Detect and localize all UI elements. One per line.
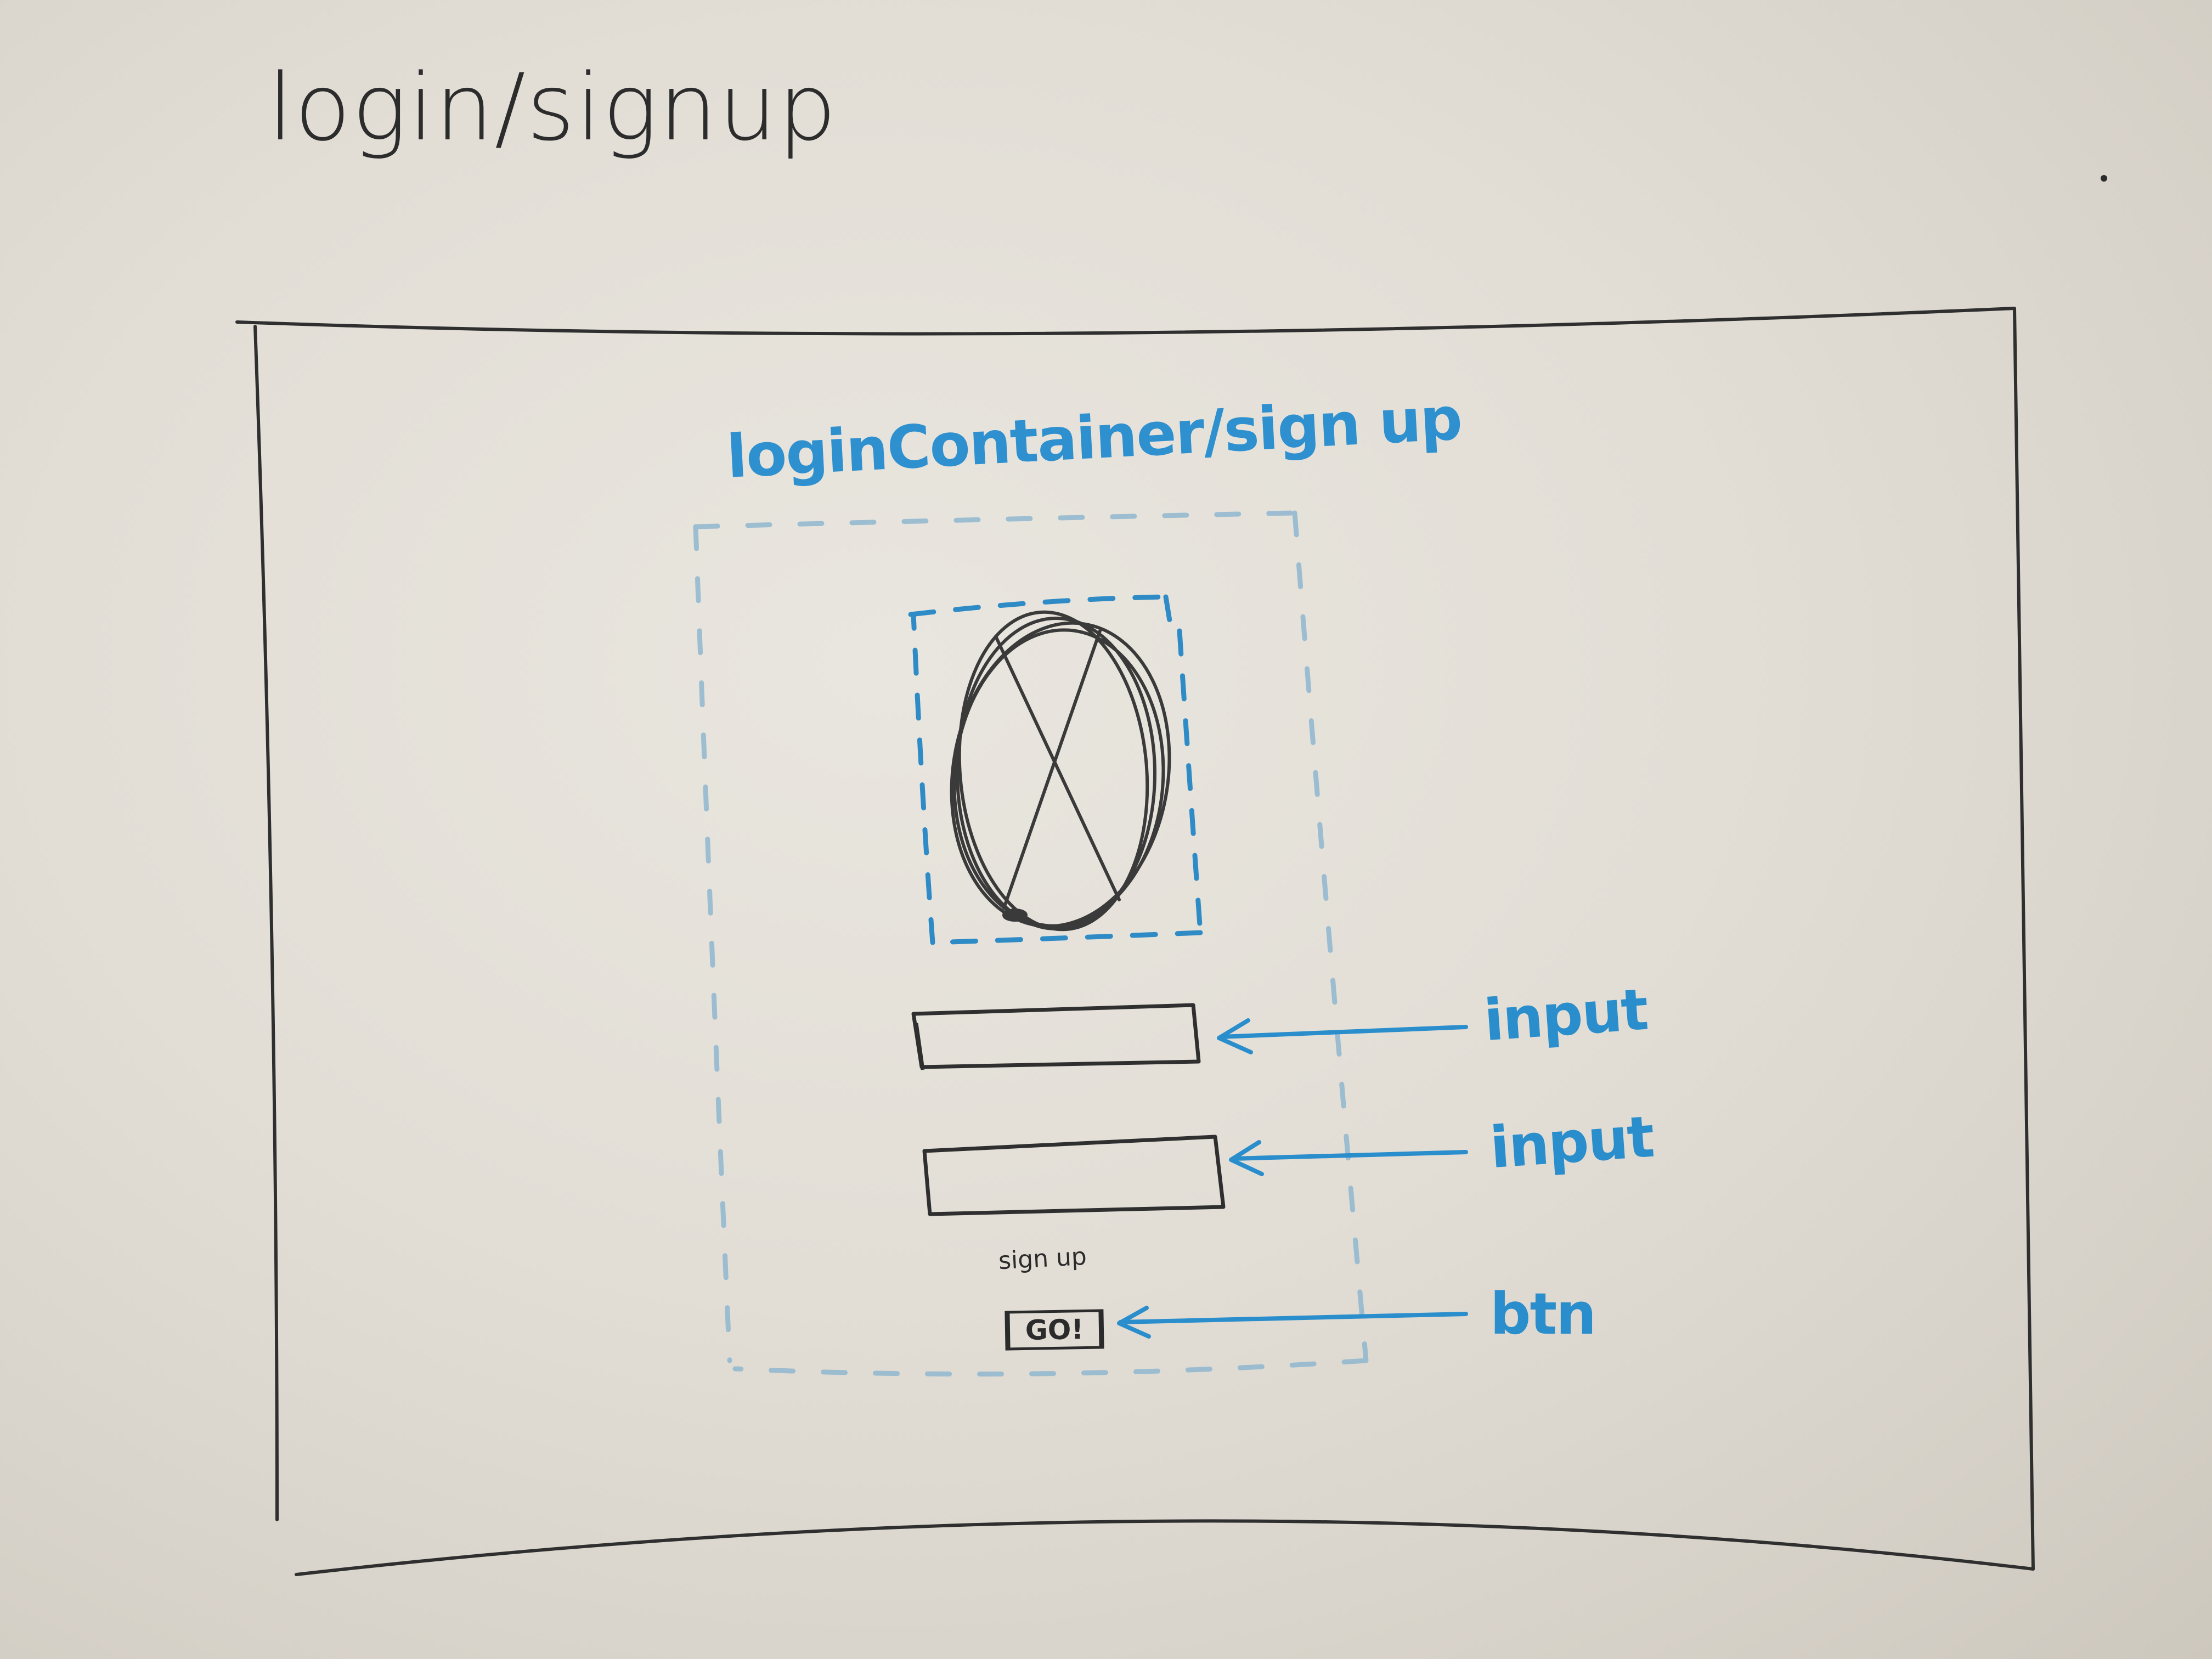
go-button[interactable]: GO! — [1005, 1309, 1104, 1351]
image-placeholder-icon — [950, 610, 1171, 932]
arrow-input-2-head — [1229, 1140, 1264, 1176]
annotation-button: btn — [1490, 1280, 1596, 1347]
arrow-input-2 — [1231, 1150, 1468, 1161]
annotation-input-1: input — [1482, 975, 1650, 1054]
annotation-input-2: input — [1488, 1103, 1656, 1182]
input-field-1-outline — [911, 1003, 1201, 1070]
screen-frame — [235, 307, 2035, 1576]
image-placeholder-box — [908, 594, 1203, 945]
arrow-input-1 — [1218, 1025, 1468, 1039]
page-title: login/signup — [268, 54, 838, 161]
arrow-btn — [1118, 1312, 1468, 1324]
annotation-arrows — [1117, 1018, 1468, 1339]
signup-link[interactable]: sign up — [997, 1242, 1087, 1276]
arrow-btn-head — [1117, 1306, 1151, 1339]
login-container-outline — [693, 510, 1369, 1377]
input-field-2-outline — [922, 1135, 1226, 1216]
marker-dot — [2101, 175, 2107, 182]
arrow-input-1-head — [1217, 1018, 1253, 1054]
